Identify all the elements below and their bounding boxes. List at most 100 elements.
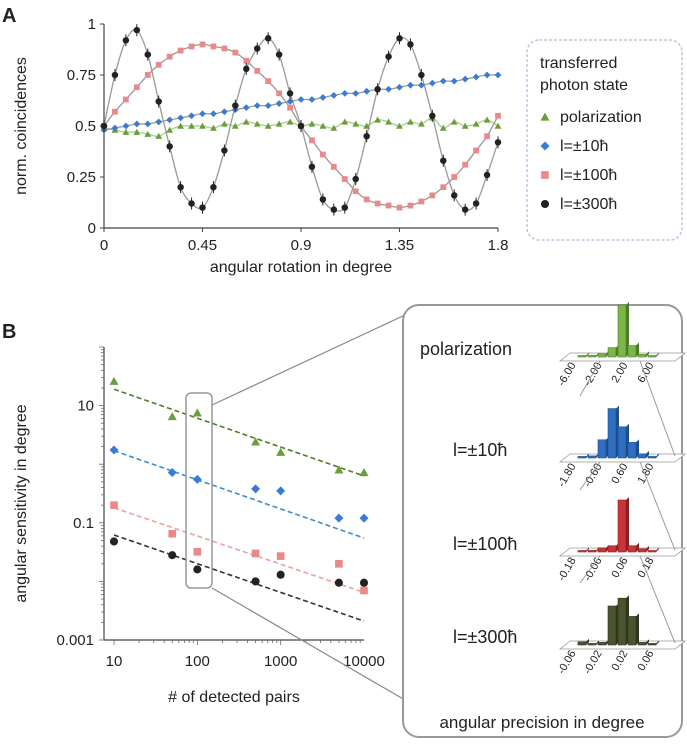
b-xtick-label: 10	[106, 653, 123, 670]
a-data-point	[439, 77, 447, 85]
a-data-point	[472, 120, 480, 127]
a-data-point	[199, 110, 206, 118]
panel-a-label: A	[2, 5, 16, 27]
a-data-point	[188, 43, 195, 50]
b-data-point	[334, 465, 344, 474]
a-data-point	[133, 128, 141, 135]
a-data-point	[363, 122, 371, 129]
a-data-point	[177, 47, 184, 54]
inset-bar	[577, 456, 587, 459]
inset-bar-side	[586, 453, 589, 458]
b-data-point	[251, 437, 261, 446]
b-data-point	[276, 486, 286, 496]
a-x-axis-title: angular rotation in degree	[210, 259, 392, 276]
inset-bar-side	[656, 547, 659, 552]
a-data-point	[495, 112, 501, 119]
a-xtick-label: 0.45	[188, 237, 217, 254]
a-xtick-label: 0	[100, 237, 108, 254]
a-data-point	[220, 108, 228, 116]
a-data-point	[319, 122, 327, 129]
a-data-point	[418, 71, 425, 79]
a-data-point	[494, 122, 502, 129]
inset-bar	[647, 456, 657, 459]
a-ytick-label: 0.5	[75, 118, 96, 135]
b-xtick-label: 100	[185, 653, 210, 670]
b-fit-line	[113, 507, 365, 594]
a-data-point	[275, 51, 283, 58]
a-data-point	[341, 118, 349, 125]
inset-bar	[577, 550, 587, 553]
b-x-axis-title: # of detected pairs	[168, 689, 300, 706]
a-data-point	[352, 188, 359, 195]
inset-bar	[647, 355, 657, 358]
b-y-axis-title: angular sensitivity in degree	[13, 404, 30, 602]
a-data-point	[122, 96, 129, 103]
a-data-point	[319, 94, 327, 101]
inset-bar-side	[586, 352, 589, 357]
a-data-point	[429, 192, 436, 199]
b-data-point	[276, 570, 285, 579]
a-data-point	[122, 122, 130, 130]
b-data-point	[192, 408, 202, 417]
a-ytick-label: 0	[88, 220, 96, 237]
a-data-point	[473, 147, 480, 154]
a-data-point	[439, 124, 447, 131]
inset-title: angular precision in degree	[439, 713, 644, 732]
a-data-point	[418, 198, 425, 205]
inset-connector	[639, 555, 676, 644]
a-data-point	[199, 122, 206, 129]
legend-box	[526, 39, 683, 241]
a-data-point	[407, 118, 414, 125]
a-data-point	[275, 100, 283, 107]
inset-bar	[647, 550, 657, 553]
inset-bar-side	[646, 639, 649, 645]
inset-bar	[617, 426, 627, 459]
b-fit-line	[113, 449, 365, 539]
a-data-point	[330, 206, 338, 213]
a-data-point	[232, 102, 239, 109]
a-data-point	[440, 157, 447, 164]
b-data-point	[193, 547, 202, 556]
inset-bar	[617, 597, 627, 646]
inset-bar	[627, 545, 637, 553]
a-data-point	[166, 143, 173, 150]
a-data-point	[319, 151, 326, 158]
inset-bar-side	[646, 545, 649, 552]
a-data-point	[220, 120, 228, 127]
a-data-point	[417, 120, 425, 127]
a-data-point	[275, 120, 283, 127]
zoom-connector-bottom	[211, 587, 406, 701]
a-data-point	[450, 192, 458, 199]
panel-a-plot: 0 0.25 0.5 0.75 1 0 0.45 0.9 1.35 1.8 angular rota…	[13, 16, 508, 276]
a-data-point	[155, 61, 162, 68]
a-data-point	[221, 147, 228, 154]
a-data-point	[166, 126, 174, 133]
a-data-point	[396, 122, 403, 129]
a-data-point	[243, 65, 250, 73]
inset-bar	[647, 643, 657, 646]
b-data-point	[359, 578, 369, 587]
a-data-point	[242, 118, 250, 125]
inset-bar	[577, 641, 587, 646]
a-data-point	[308, 120, 316, 127]
a-data-point	[417, 81, 425, 89]
b-ytick-label: 10	[77, 398, 94, 415]
a-data-point	[450, 118, 458, 125]
a-data-point	[363, 132, 370, 140]
a-data-point	[461, 122, 469, 129]
a-data-point	[309, 137, 315, 144]
a-data-point	[199, 204, 206, 211]
a-data-point	[472, 73, 480, 81]
b-data-point	[334, 513, 344, 523]
a-data-point	[177, 183, 184, 191]
a-data-point	[352, 120, 360, 127]
a-data-point	[144, 51, 152, 58]
inset-bar	[637, 642, 647, 646]
a-data-point	[319, 196, 327, 203]
a-data-point	[330, 92, 338, 99]
inset-bar	[627, 345, 637, 358]
a-data-point	[188, 200, 195, 207]
a-data-point	[396, 35, 403, 42]
b-fit-line	[113, 534, 365, 622]
a-data-point	[210, 124, 217, 131]
